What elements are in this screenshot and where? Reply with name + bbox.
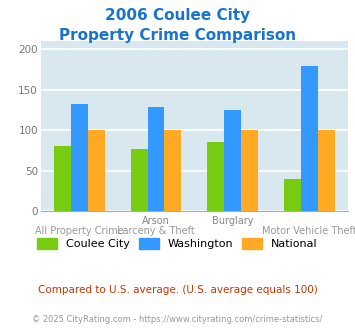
Text: Burglary: Burglary <box>212 216 253 226</box>
Text: Larceny & Theft: Larceny & Theft <box>117 226 195 236</box>
Bar <box>54 147 71 211</box>
Bar <box>284 179 301 211</box>
Bar <box>88 130 104 211</box>
Bar <box>241 130 258 211</box>
Bar <box>131 149 148 211</box>
Text: Compared to U.S. average. (U.S. average equals 100): Compared to U.S. average. (U.S. average … <box>38 285 317 295</box>
Text: Property Crime Comparison: Property Crime Comparison <box>59 28 296 43</box>
Bar <box>71 104 88 211</box>
Bar <box>301 66 318 211</box>
Bar <box>224 110 241 211</box>
Bar <box>148 107 164 211</box>
Bar <box>318 130 335 211</box>
Bar <box>164 130 181 211</box>
Text: Motor Vehicle Theft: Motor Vehicle Theft <box>262 226 355 236</box>
Text: All Property Crime: All Property Crime <box>35 226 124 236</box>
Text: © 2025 CityRating.com - https://www.cityrating.com/crime-statistics/: © 2025 CityRating.com - https://www.city… <box>32 315 323 324</box>
Text: Arson: Arson <box>142 216 170 226</box>
Text: 2006 Coulee City: 2006 Coulee City <box>105 8 250 23</box>
Legend: Coulee City, Washington, National: Coulee City, Washington, National <box>33 234 322 253</box>
Bar <box>207 142 224 211</box>
